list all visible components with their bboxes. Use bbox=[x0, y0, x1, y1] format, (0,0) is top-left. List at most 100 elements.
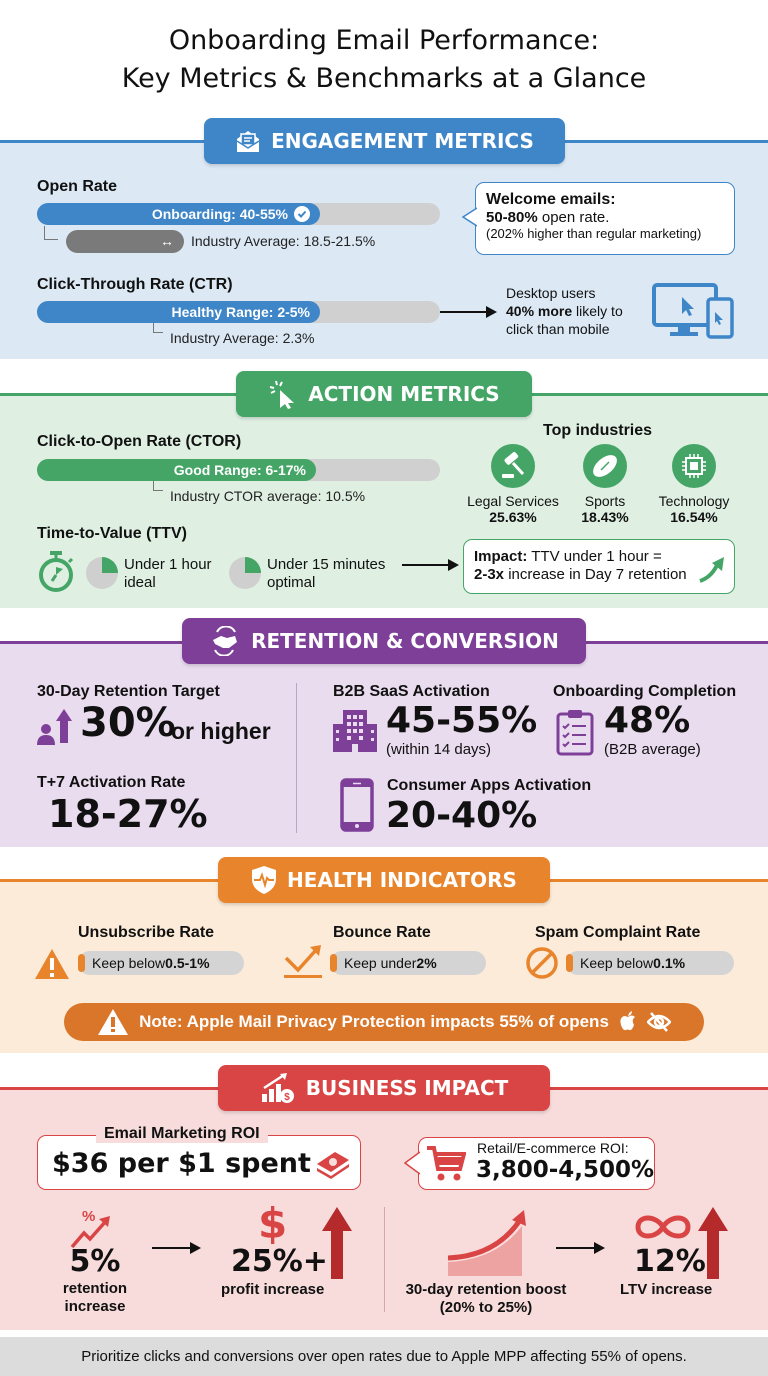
bounce-text: Keep under bbox=[344, 955, 417, 971]
impact-rest-1: TTV under 1 hour = bbox=[527, 548, 662, 565]
impact-multiplier: 2-3x bbox=[474, 566, 505, 583]
completion-label: Onboarding Completion bbox=[553, 683, 737, 700]
spam-pill: Keep below 0.1% bbox=[566, 951, 734, 975]
thirty-day-value: 30% bbox=[80, 700, 176, 746]
unsubscribe-value: 0.5-1% bbox=[165, 955, 210, 971]
user-growth-icon bbox=[37, 709, 72, 745]
unsubscribe-pill: Keep below 0.5-1% bbox=[78, 951, 244, 975]
arrow-up-icon bbox=[322, 1207, 352, 1279]
double-arrow-icon: ↔ bbox=[160, 233, 174, 249]
b2b-label: B2B SaaS Activation bbox=[333, 683, 490, 700]
gavel-icon bbox=[491, 444, 535, 488]
percent-growth-icon: % bbox=[70, 1208, 110, 1249]
retention-divider-vertical bbox=[296, 683, 297, 833]
title-line-1: Onboarding Email Performance: bbox=[168, 25, 600, 56]
completion-value: 48% bbox=[604, 700, 691, 741]
open-rate-bar-fill: Onboarding: 40-55% bbox=[37, 203, 320, 225]
bounce-value: 2% bbox=[416, 955, 437, 971]
prohibited-icon bbox=[526, 947, 558, 979]
check-circle-icon bbox=[294, 206, 310, 222]
email-roi-label: Email Marketing ROI bbox=[96, 1125, 268, 1143]
chip-icon bbox=[672, 444, 716, 488]
ctor-bar-label: Good Range: 6-17% bbox=[173, 462, 306, 478]
trend-up-icon bbox=[699, 557, 724, 583]
eye-slash-icon bbox=[646, 1012, 671, 1032]
impact-rest-2: increase in Day 7 retention bbox=[504, 566, 687, 583]
ctr-bar: Healthy Range: 2-5% bbox=[37, 301, 440, 323]
ttv-item-2-line2: optimal bbox=[267, 574, 316, 591]
profit-increase-value: 25%+ bbox=[231, 1244, 328, 1279]
industry-sports-name: Sports bbox=[584, 493, 626, 509]
arrow-right-icon bbox=[440, 306, 497, 318]
impact-bold: Impact: bbox=[474, 548, 528, 565]
arrow-right-icon bbox=[152, 1242, 201, 1254]
device-note: Desktop users 40% more likely to click t… bbox=[506, 284, 623, 338]
open-rate-label: Open Rate bbox=[37, 178, 118, 195]
desktop-mobile-click-icon bbox=[652, 283, 734, 339]
ttv-item-1: Under 1 hour ideal bbox=[124, 556, 212, 592]
ctor-label: Click-to-Open Rate (CTOR) bbox=[37, 433, 242, 450]
retention-header-label: RETENTION & CONVERSION bbox=[251, 629, 559, 653]
b2b-note: (within 14 days) bbox=[386, 741, 492, 758]
retention-increase-value: 5% bbox=[69, 1244, 121, 1279]
pie-quarter-icon bbox=[229, 557, 261, 589]
unsubscribe-label: Unsubscribe Rate bbox=[78, 924, 215, 941]
cursor-click-icon bbox=[270, 380, 295, 409]
industry-legal-name: Legal Services bbox=[467, 493, 559, 509]
ltv-increase-label: LTV increase bbox=[620, 1281, 713, 1298]
ttv-item-1-line1: Under 1 hour bbox=[124, 556, 212, 573]
warning-icon bbox=[35, 949, 69, 979]
welcome-emails-callout: Welcome emails: 50-80% open rate. (202% … bbox=[475, 182, 735, 255]
ctor-elbow bbox=[153, 481, 163, 491]
t7-label: T+7 Activation Rate bbox=[37, 774, 186, 791]
shopping-cart-icon bbox=[427, 1146, 466, 1181]
thirty-day-boost-label: 30-day retention boost (20% to 25%) bbox=[396, 1281, 576, 1317]
football-icon bbox=[583, 444, 627, 488]
consumer-label: Consumer Apps Activation bbox=[387, 777, 592, 794]
open-rate-bar-label: Onboarding: 40-55% bbox=[151, 206, 288, 222]
industry-legal-value: 25.63% bbox=[489, 509, 537, 525]
impact-callout: Impact: TTV under 1 hour = 2-3x increase… bbox=[463, 539, 735, 594]
industry-average-bar: ↔ bbox=[66, 230, 184, 253]
ctr-industry-label: Industry Average: 2.3% bbox=[170, 330, 315, 346]
engagement-header-label: ENGAGEMENT METRICS bbox=[271, 129, 534, 153]
bounce-arrow-icon bbox=[284, 945, 322, 978]
health-header-label: HEALTH INDICATORS bbox=[287, 868, 517, 892]
shield-pulse-icon bbox=[252, 866, 277, 894]
callout-title: Welcome emails: bbox=[486, 191, 616, 208]
ctr-bar-fill: Healthy Range: 2-5% bbox=[37, 301, 320, 323]
retention-curve-icon bbox=[447, 1210, 526, 1276]
bounce-pill: Keep under 2% bbox=[330, 951, 486, 975]
action-header: ACTION METRICS bbox=[236, 371, 532, 417]
b2b-value: 45-55% bbox=[386, 700, 538, 741]
title-line-2: Key Metrics & Benchmarks at a Glance bbox=[121, 63, 647, 94]
open-rate-industry-label: Industry Average: 18.5-21.5% bbox=[191, 233, 376, 249]
bounce-label: Bounce Rate bbox=[333, 924, 431, 941]
ctr-elbow bbox=[153, 323, 163, 333]
email-roi-value: $36 per $1 spent bbox=[52, 1148, 311, 1179]
spam-text: Keep below bbox=[580, 955, 654, 971]
retention-header: RETENTION & CONVERSION bbox=[182, 618, 586, 664]
handshake-icon bbox=[213, 626, 238, 656]
industry-technology-value: 16.54% bbox=[670, 509, 718, 525]
ctr-label: Click-Through Rate (CTR) bbox=[37, 276, 233, 293]
action-header-label: ACTION METRICS bbox=[308, 382, 500, 406]
callout-pointer bbox=[404, 1151, 420, 1175]
spam-label: Spam Complaint Rate bbox=[535, 924, 701, 941]
building-icon bbox=[333, 710, 377, 752]
ctr-bar-label: Healthy Range: 2-5% bbox=[171, 304, 310, 320]
callout-note: (202% higher than regular marketing) bbox=[486, 226, 702, 241]
apple-mpp-note: Note: Apple Mail Privacy Protection impa… bbox=[64, 1003, 704, 1041]
industry-legal: Legal Services 25.63% bbox=[458, 444, 568, 525]
unsubscribe-text: Keep below bbox=[92, 955, 166, 971]
thirty-day-suffix: or higher bbox=[171, 718, 271, 744]
growth-chart-dollar-icon: $ bbox=[261, 1073, 294, 1103]
ctor-bar-fill: Good Range: 6-17% bbox=[37, 459, 316, 481]
business-header: $ BUSINESS IMPACT bbox=[218, 1065, 550, 1111]
money-stack-icon bbox=[317, 1152, 349, 1179]
health-header: HEALTH INDICATORS bbox=[218, 857, 550, 903]
completion-note: (B2B average) bbox=[604, 741, 701, 758]
consumer-value: 20-40% bbox=[386, 795, 538, 836]
thirty-day-boost-label-1: 30-day retention boost bbox=[405, 1281, 567, 1298]
industry-sports-value: 18.43% bbox=[581, 509, 629, 525]
